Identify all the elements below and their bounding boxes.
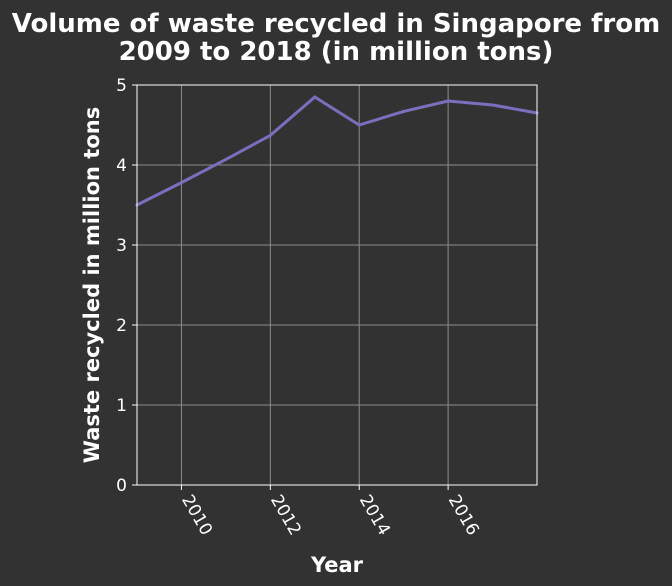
series-line — [135, 95, 539, 207]
y-tick-label: 2 — [116, 316, 127, 336]
series-layer — [135, 95, 539, 207]
gridlines — [137, 84, 537, 486]
x-tick-label: 2010 — [177, 492, 216, 539]
data-point — [357, 123, 361, 127]
data-point — [313, 95, 317, 99]
y-tick-labels: 0 1 2 3 4 5 — [116, 76, 137, 496]
x-tick-label: 2016 — [444, 492, 483, 539]
data-point — [491, 103, 495, 107]
y-tick-label: 3 — [116, 236, 127, 256]
data-point — [402, 109, 406, 113]
chart-title-line-2: 2009 to 2018 (in million tons) — [119, 37, 554, 67]
y-tick-label: 4 — [116, 156, 127, 176]
data-point — [446, 99, 450, 103]
x-tick-label: 2012 — [266, 492, 305, 539]
y-tick-label: 1 — [116, 396, 127, 416]
x-tick-labels: 2010 2012 2014 2016 — [177, 485, 483, 539]
y-tick-label: 5 — [116, 76, 127, 96]
x-axis-label: Year — [310, 553, 364, 577]
data-point — [268, 133, 272, 137]
data-point — [179, 181, 183, 185]
plot-frame — [136, 84, 538, 486]
y-axis-label: Waste recycled in million tons — [80, 107, 104, 463]
y-tick-label: 0 — [116, 476, 127, 496]
x-tick-label: 2014 — [355, 492, 394, 539]
chart-title-line-1: Volume of waste recycled in Singapore fr… — [12, 9, 660, 39]
data-point — [224, 157, 228, 161]
